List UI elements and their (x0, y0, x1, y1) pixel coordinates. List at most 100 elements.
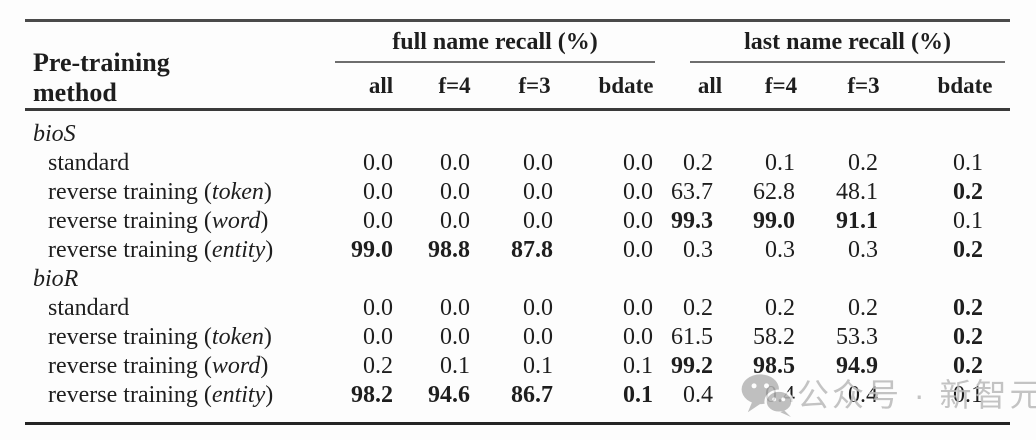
value-cell: 94.6 (428, 382, 470, 408)
value-cell: 0.3 (848, 237, 879, 263)
value-cell: 62.8 (753, 179, 796, 205)
group-header-last-name-recall: last name recall (%) (665, 21, 1010, 63)
table-row: standard 0.0 0.0 0.0 0.0 0.2 0.1 0.2 0.1 (25, 149, 1010, 178)
col-header-full-bdate: bdate (565, 63, 666, 111)
method-cell: reverse training (entity) (25, 236, 335, 265)
value-cell: 0.0 (623, 237, 654, 263)
value-cell: 98.2 (351, 382, 393, 408)
value-cell: 0.1 (953, 150, 984, 176)
method-label-variant: entity (211, 382, 266, 408)
value-cell: 0.4 (683, 382, 714, 408)
value-cell: 0.0 (363, 150, 393, 176)
value-cell: 0.2 (953, 353, 984, 379)
section-row: bioR (25, 265, 1010, 294)
value-cell: 0.0 (363, 208, 393, 234)
value-cell: 0.0 (623, 295, 654, 321)
value-cell: 0.2 (848, 295, 879, 321)
col-header-last-bdate: bdate (890, 63, 1011, 111)
method-label-variant: word (211, 208, 261, 234)
value-cell: 0.0 (623, 179, 654, 205)
value-cell: 0.2 (363, 353, 393, 379)
value-cell: 0.0 (440, 150, 470, 176)
method-cell: reverse training (token) (25, 323, 335, 352)
value-cell: 0.3 (683, 237, 714, 263)
value-cell: 48.1 (836, 179, 879, 205)
value-cell: 0.0 (523, 150, 553, 176)
value-cell: 0.0 (363, 179, 393, 205)
value-cell: 0.2 (765, 295, 796, 321)
header-sub-row: all f=4 f=3 bdate all f=4 f=3 bdate (25, 63, 1011, 111)
table-row: standard 0.0 0.0 0.0 0.0 0.2 0.2 0.2 0.2 (25, 294, 1010, 323)
method-header-line2: method (33, 78, 117, 107)
value-cell: 61.5 (671, 324, 714, 350)
method-cell: reverse training (entity) (25, 381, 335, 424)
value-cell: 0.0 (440, 324, 470, 350)
value-cell: 63.7 (671, 179, 714, 205)
value-cell: 99.0 (753, 208, 796, 234)
method-cell: standard (25, 149, 335, 178)
method-label-suffix: ) (265, 237, 274, 263)
value-cell: 0.2 (953, 179, 984, 205)
value-cell: 0.1 (765, 150, 796, 176)
method-label: reverse training ( (48, 237, 212, 263)
section-label: bioR (33, 266, 79, 292)
value-cell: 86.7 (511, 382, 553, 408)
method-label-variant: token (211, 324, 264, 350)
method-label-suffix: ) (260, 208, 269, 234)
group-header-last-name-label: last name recall (%) (690, 27, 1006, 63)
value-cell: 0.0 (440, 295, 470, 321)
table-row: reverse training (entity) 99.0 98.8 87.8 0.0… (25, 236, 1010, 265)
value-cell: 0.0 (440, 179, 470, 205)
method-label-variant: token (211, 179, 264, 205)
method-label-suffix: ) (263, 324, 272, 350)
table-row: reverse training (token) 0.0 0.0 0.0 0.0 61.5… (25, 323, 1010, 352)
method-label: reverse training ( (48, 208, 212, 234)
method-label-suffix: ) (265, 382, 274, 408)
value-cell: 0.0 (523, 208, 553, 234)
method-label: reverse training ( (48, 324, 212, 350)
value-cell: 99.2 (671, 353, 714, 379)
value-cell: 0.2 (953, 295, 984, 321)
table-row: reverse training (token) 0.0 0.0 0.0 0.0 63.7… (25, 178, 1010, 207)
method-header-line1: Pre-training (33, 48, 170, 77)
value-cell: 0.1 (953, 382, 984, 408)
table-row: reverse training (word) 0.0 0.0 0.0 0.0 99.3 9… (25, 207, 1010, 236)
method-label-variant: entity (211, 237, 266, 263)
value-cell: 0.2 (683, 150, 714, 176)
col-header-full-all: all (335, 63, 405, 111)
header-group-row: Pre-training method full name recall (%)… (25, 20, 1010, 111)
value-cell: 0.0 (623, 324, 654, 350)
value-cell: 87.8 (511, 237, 553, 263)
value-cell: 94.9 (836, 353, 879, 379)
value-cell: 0.0 (523, 179, 553, 205)
method-column-header: Pre-training method (25, 20, 335, 111)
group-header-full-name-label: full name recall (%) (335, 27, 656, 63)
section-label: bioS (33, 121, 76, 147)
col-header-last-all: all (665, 63, 726, 111)
value-cell: 0.4 (765, 382, 796, 408)
value-cell: 91.1 (836, 208, 879, 234)
section-row: bioS (25, 110, 1010, 150)
value-cell: 0.2 (683, 295, 714, 321)
col-header-full-f4: f=4 (405, 63, 482, 111)
method-cell: reverse training (word) (25, 207, 335, 236)
value-cell: 0.1 (623, 382, 654, 408)
value-cell: 99.0 (351, 237, 393, 263)
value-cell: 0.0 (623, 150, 654, 176)
value-cell: 0.3 (765, 237, 796, 263)
value-cell: 0.0 (523, 324, 553, 350)
value-cell: 0.0 (363, 295, 393, 321)
col-header-last-f3: f=3 (807, 63, 891, 111)
value-cell: 0.1 (953, 208, 984, 234)
method-label-variant: word (211, 353, 261, 379)
value-cell: 0.0 (623, 208, 654, 234)
value-cell: 0.1 (440, 353, 470, 379)
value-cell: 98.8 (428, 237, 470, 263)
method-label: standard (48, 295, 130, 321)
method-label: reverse training ( (48, 382, 212, 408)
method-label: reverse training ( (48, 179, 212, 205)
method-cell: standard (25, 294, 335, 323)
table-row: reverse training (word) 0.2 0.1 0.1 0.1 99.2 9… (25, 352, 1010, 381)
method-label: reverse training ( (48, 353, 212, 379)
